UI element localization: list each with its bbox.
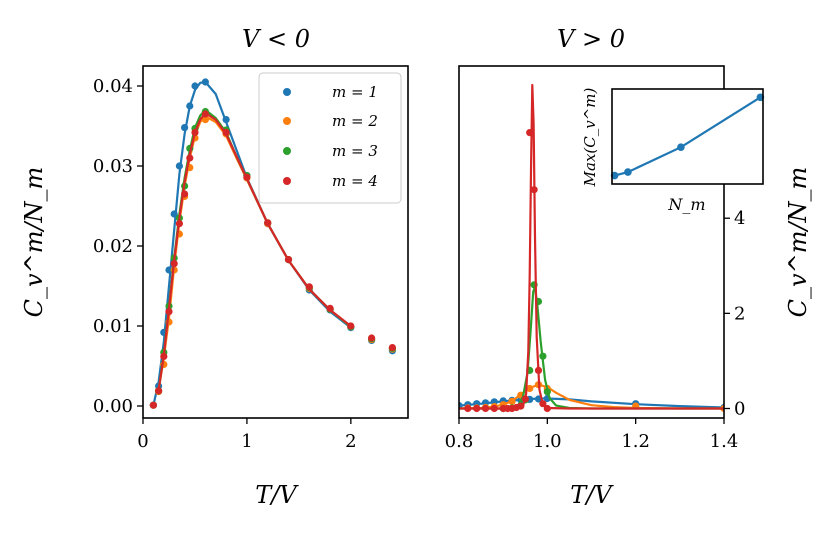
data-point-m4 xyxy=(347,322,355,330)
data-point-m4 xyxy=(191,128,199,136)
data-point-m4 xyxy=(149,401,157,409)
x-tick-label: 2 xyxy=(345,431,356,452)
data-point-m4 xyxy=(521,395,529,403)
x-tick-label: 1.2 xyxy=(621,431,650,452)
data-point-m4 xyxy=(326,304,334,312)
inset-y-axis-label: Max(C_v^m) xyxy=(581,88,599,188)
data-point-m1 xyxy=(222,116,230,124)
data-point-m4 xyxy=(473,404,481,413)
legend-label-m1: m = 1 xyxy=(332,83,378,101)
x-tick-label: 1.4 xyxy=(710,431,739,452)
legend: m = 1 m = 2 m = 3 m = 4 xyxy=(258,72,402,204)
x-tick-label: 0 xyxy=(137,431,148,452)
data-point-m4 xyxy=(201,110,209,118)
inset-plot: N_m Max(C_v^m) xyxy=(581,88,765,214)
data-point-m4 xyxy=(481,404,490,413)
left-plot-area xyxy=(149,78,396,409)
data-point-m2 xyxy=(201,116,209,124)
legend-marker-m1 xyxy=(283,88,291,96)
left-y-axis-label: C_v^m/N_m xyxy=(20,167,48,318)
right-y-axis-label: C_v^m/N_m xyxy=(784,167,812,318)
data-point-m4 xyxy=(243,173,251,181)
series-line-m2 xyxy=(459,383,724,410)
y-tick-label: 2 xyxy=(734,303,745,324)
data-point-m4 xyxy=(490,404,498,413)
right-axes-frame xyxy=(458,65,725,419)
x-tick-label: 1 xyxy=(241,431,252,452)
data-point-m1 xyxy=(175,162,183,170)
data-point-m4 xyxy=(526,129,534,137)
legend-marker-m3 xyxy=(283,147,291,155)
data-point-m3 xyxy=(543,388,551,396)
right-x-axis-label: T/V xyxy=(570,481,614,509)
right-panel: V > 0 0.8 1.0 1.2 1.4 0 2 4 T/V C_v^m/N_m N_m… xyxy=(445,25,812,509)
y-tick-label: 0 xyxy=(734,398,745,419)
data-point-m4 xyxy=(165,308,173,316)
data-point-m2 xyxy=(508,397,516,405)
inset-frame xyxy=(611,88,764,185)
data-point-m4 xyxy=(284,256,293,264)
data-point-m4 xyxy=(170,260,178,268)
x-tick-label: 0.8 xyxy=(445,431,474,452)
data-point-m4 xyxy=(534,366,543,374)
data-point-m1 xyxy=(181,124,189,132)
data-point-m1 xyxy=(186,102,194,110)
data-point-m4 xyxy=(517,402,525,410)
data-point-m1 xyxy=(201,78,209,86)
right-y-ticks: 0 2 4 xyxy=(724,208,745,419)
data-point-m4 xyxy=(539,400,547,408)
data-point-m1 xyxy=(165,266,173,274)
legend-marker-m2 xyxy=(283,117,291,125)
data-point-m4 xyxy=(186,154,194,162)
series-line-m3 xyxy=(459,286,724,410)
data-point-m4 xyxy=(388,344,396,352)
y-tick-label: 0.01 xyxy=(93,316,133,337)
inset-line xyxy=(614,96,761,177)
y-tick-label: 0.04 xyxy=(93,76,133,97)
legend-label-m2: m = 2 xyxy=(332,112,378,130)
data-point-m4 xyxy=(368,334,376,342)
left-x-ticks: 0 1 2 xyxy=(137,418,357,452)
left-y-ticks: 0.00 0.01 0.02 0.03 0.04 xyxy=(93,76,143,417)
data-point-m4 xyxy=(222,128,230,136)
data-point-m3 xyxy=(539,352,547,360)
data-point-m4 xyxy=(530,186,538,194)
left-panel-title: V < 0 xyxy=(242,25,310,53)
left-x-axis-label: T/V xyxy=(255,481,299,509)
inset-data-point xyxy=(677,143,685,151)
y-tick-label: 0.02 xyxy=(93,236,133,257)
y-tick-label: 0.00 xyxy=(93,396,133,417)
data-point-m1 xyxy=(191,82,199,90)
data-point-m4 xyxy=(264,219,272,227)
x-tick-label: 1.0 xyxy=(533,431,562,452)
legend-box xyxy=(258,72,402,204)
inset-data-point xyxy=(624,168,632,176)
data-point-m4 xyxy=(160,352,168,360)
inset-x-axis-label: N_m xyxy=(667,195,705,214)
legend-label-m4: m = 4 xyxy=(332,172,378,190)
data-point-m2 xyxy=(526,384,534,393)
right-x-ticks: 0.8 1.0 1.2 1.4 xyxy=(445,418,739,452)
left-panel: V < 0 0 1 2 0.00 0.01 0.02 0.03 0.04 T/V C_v^m… xyxy=(20,25,409,509)
legend-marker-m4 xyxy=(283,177,291,185)
data-point-m4 xyxy=(181,190,189,198)
data-point-m1 xyxy=(170,210,178,218)
data-point-m4 xyxy=(464,404,472,413)
data-point-m4 xyxy=(175,220,183,228)
y-tick-label: 4 xyxy=(734,208,745,229)
data-point-m4 xyxy=(543,404,551,413)
right-plot-area xyxy=(459,83,724,413)
legend-label-m3: m = 3 xyxy=(332,142,378,160)
left-axes-frame xyxy=(142,65,409,419)
y-tick-label: 0.03 xyxy=(93,156,133,177)
data-point-m4 xyxy=(305,283,313,291)
right-panel-title: V > 0 xyxy=(557,25,625,53)
data-point-m4 xyxy=(155,387,163,395)
